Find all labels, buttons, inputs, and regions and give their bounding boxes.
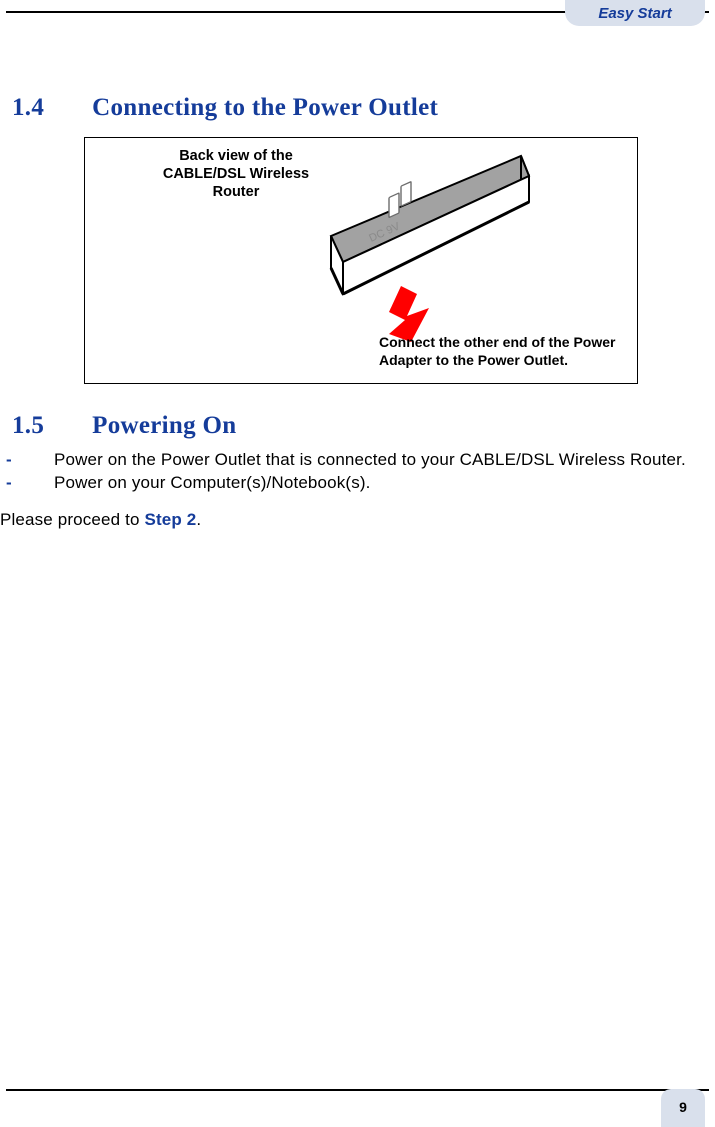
proceed-prefix: Please proceed to — [0, 510, 144, 529]
heading-1-5-num: 1.5 — [12, 412, 44, 440]
bullet-dash-2: - — [6, 472, 12, 495]
bullet-1: - Power on the Power Outlet that is conn… — [0, 449, 705, 472]
page-number: 9 — [679, 1099, 687, 1115]
heading-1-5-title: Powering On — [92, 412, 236, 439]
header-tab-label: Easy Start — [598, 5, 671, 22]
bullet-2: - Power on your Computer(s)/Notebook(s). — [0, 472, 705, 495]
diagram-label-connect: Connect the other end of the Power Adapt… — [379, 333, 619, 369]
heading-1-4: 1.4 Connecting to the Power Outlet — [12, 94, 438, 122]
header-tab: Easy Start — [565, 0, 705, 26]
proceed-step: Step 2 — [144, 510, 196, 529]
bullet-2-text: Power on your Computer(s)/Notebook(s). — [54, 472, 705, 495]
heading-1-5: 1.5 Powering On — [12, 412, 236, 440]
heading-1-4-title: Connecting to the Power Outlet — [92, 94, 438, 121]
diagram-box: Back view of the CABLE/DSL Wireless Rout… — [84, 137, 638, 384]
proceed-line: Please proceed to Step 2. — [0, 510, 201, 530]
bottom-divider — [6, 1089, 709, 1091]
heading-1-4-num: 1.4 — [12, 94, 44, 122]
bullet-dash-1: - — [6, 449, 12, 472]
page-number-tab: 9 — [661, 1089, 705, 1127]
router-diagram: DC 9V — [271, 144, 533, 342]
bullet-1-text: Power on the Power Outlet that is connec… — [54, 449, 705, 472]
proceed-suffix: . — [196, 510, 201, 529]
